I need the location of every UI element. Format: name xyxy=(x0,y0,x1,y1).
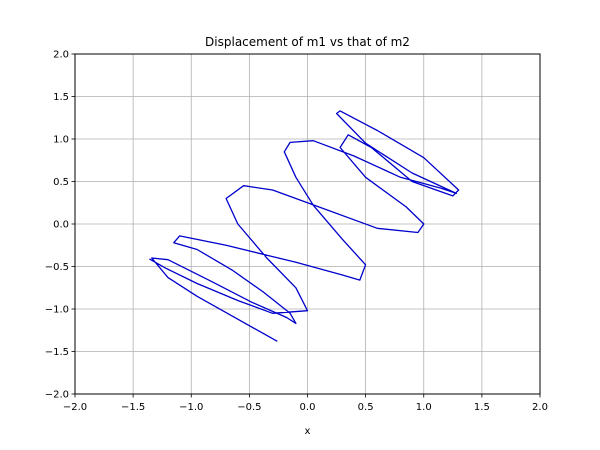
x-tick-label: 2.0 xyxy=(532,402,548,413)
y-tick-label: −1.5 xyxy=(45,347,69,358)
y-axis: −2.0 −1.5 −1.0 −0.5 0.0 0.5 1.0 1.5 2.0 xyxy=(45,50,75,401)
x-axis-label: x xyxy=(305,426,311,437)
plot-area xyxy=(149,110,460,342)
x-tick-label: 1.5 xyxy=(474,402,490,413)
y-tick-label: 1.5 xyxy=(53,92,69,103)
y-tick-label: −1.0 xyxy=(45,305,69,316)
series-line-1 xyxy=(149,110,460,342)
y-tick-label: 2.0 xyxy=(53,50,69,61)
x-tick-label: −0.5 xyxy=(237,402,261,413)
y-tick-label: −2.0 xyxy=(45,390,69,401)
y-tick-label: −0.5 xyxy=(45,262,69,273)
x-tick-label: −1.5 xyxy=(121,402,145,413)
x-tick-label: −1.0 xyxy=(179,402,203,413)
x-axis: −2.0 −1.5 −1.0 −0.5 0.0 0.5 1.0 1.5 2.0 xyxy=(63,394,548,413)
x-tick-label: −2.0 xyxy=(63,402,87,413)
x-tick-label: 1.0 xyxy=(416,402,432,413)
x-tick-label: 0.0 xyxy=(300,402,316,413)
x-tick-label: 0.5 xyxy=(358,402,374,413)
chart-title: Displacement of m1 vs that of m2 xyxy=(205,35,410,49)
y-tick-label: 1.0 xyxy=(53,135,69,146)
y-tick-label: 0.5 xyxy=(53,177,69,188)
y-tick-label: 0.0 xyxy=(53,220,69,231)
